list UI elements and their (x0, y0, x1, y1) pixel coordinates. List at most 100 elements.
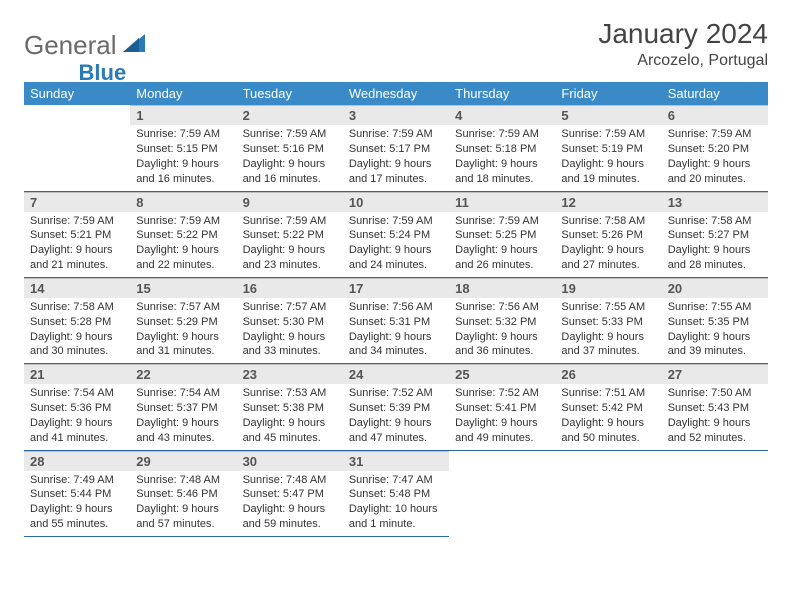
sunrise-text: Sunrise: 7:50 AM (668, 386, 762, 401)
sunrise-text: Sunrise: 7:57 AM (243, 300, 337, 315)
day-content: Sunrise: 7:58 AMSunset: 5:27 PMDaylight:… (662, 212, 768, 277)
daylight-line2: and 47 minutes. (349, 431, 443, 446)
sunrise-text: Sunrise: 7:59 AM (30, 214, 124, 229)
day-content: Sunrise: 7:56 AMSunset: 5:32 PMDaylight:… (449, 298, 555, 363)
calendar-day-cell: 2Sunrise: 7:59 AMSunset: 5:16 PMDaylight… (237, 105, 343, 191)
daylight-line1: Daylight: 9 hours (561, 157, 655, 172)
sunrise-text: Sunrise: 7:52 AM (455, 386, 549, 401)
calendar-day-cell: 16Sunrise: 7:57 AMSunset: 5:30 PMDayligh… (237, 277, 343, 363)
sunset-text: Sunset: 5:22 PM (136, 228, 230, 243)
daylight-line1: Daylight: 9 hours (136, 243, 230, 258)
daylight-line2: and 43 minutes. (136, 431, 230, 446)
day-number: 23 (237, 364, 343, 384)
day-number: 19 (555, 278, 661, 298)
calendar-day-cell: 8Sunrise: 7:59 AMSunset: 5:22 PMDaylight… (130, 191, 236, 277)
calendar-day-cell (449, 450, 555, 536)
daylight-line1: Daylight: 9 hours (455, 330, 549, 345)
daylight-line2: and 39 minutes. (668, 344, 762, 359)
sunrise-text: Sunrise: 7:51 AM (561, 386, 655, 401)
day-number: 2 (237, 105, 343, 125)
calendar-day-cell: 20Sunrise: 7:55 AMSunset: 5:35 PMDayligh… (662, 277, 768, 363)
daylight-line2: and 1 minute. (349, 517, 443, 532)
day-number: 18 (449, 278, 555, 298)
weekday-header: Monday (130, 82, 236, 105)
calendar-day-cell: 3Sunrise: 7:59 AMSunset: 5:17 PMDaylight… (343, 105, 449, 191)
sunrise-text: Sunrise: 7:48 AM (136, 473, 230, 488)
daylight-line2: and 23 minutes. (243, 258, 337, 273)
calendar-day-cell: 5Sunrise: 7:59 AMSunset: 5:19 PMDaylight… (555, 105, 661, 191)
sunrise-text: Sunrise: 7:59 AM (349, 127, 443, 142)
daylight-line1: Daylight: 9 hours (136, 157, 230, 172)
sunset-text: Sunset: 5:46 PM (136, 487, 230, 502)
daylight-line1: Daylight: 9 hours (455, 157, 549, 172)
logo: General Blue (24, 18, 126, 72)
day-number: 1 (130, 105, 236, 125)
daylight-line1: Daylight: 9 hours (668, 243, 762, 258)
day-content: Sunrise: 7:51 AMSunset: 5:42 PMDaylight:… (555, 384, 661, 449)
daylight-line1: Daylight: 9 hours (30, 243, 124, 258)
logo-sail-icon (121, 30, 147, 61)
weekday-header: Wednesday (343, 82, 449, 105)
daylight-line2: and 49 minutes. (455, 431, 549, 446)
calendar-day-cell: 6Sunrise: 7:59 AMSunset: 5:20 PMDaylight… (662, 105, 768, 191)
calendar-day-cell: 24Sunrise: 7:52 AMSunset: 5:39 PMDayligh… (343, 364, 449, 450)
daylight-line1: Daylight: 9 hours (561, 330, 655, 345)
daylight-line2: and 36 minutes. (455, 344, 549, 359)
sunrise-text: Sunrise: 7:55 AM (668, 300, 762, 315)
weekday-header: Friday (555, 82, 661, 105)
daylight-line1: Daylight: 9 hours (349, 330, 443, 345)
sunset-text: Sunset: 5:31 PM (349, 315, 443, 330)
sunset-text: Sunset: 5:30 PM (243, 315, 337, 330)
calendar-day-cell: 21Sunrise: 7:54 AMSunset: 5:36 PMDayligh… (24, 364, 130, 450)
page-title-location: Arcozelo, Portugal (598, 52, 768, 70)
day-number: 15 (130, 278, 236, 298)
daylight-line2: and 19 minutes. (561, 172, 655, 187)
sunrise-text: Sunrise: 7:56 AM (455, 300, 549, 315)
day-content: Sunrise: 7:59 AMSunset: 5:22 PMDaylight:… (130, 212, 236, 277)
day-number: 13 (662, 192, 768, 212)
day-number: 11 (449, 192, 555, 212)
daylight-line1: Daylight: 9 hours (243, 157, 337, 172)
sunrise-text: Sunrise: 7:55 AM (561, 300, 655, 315)
day-content: Sunrise: 7:59 AMSunset: 5:25 PMDaylight:… (449, 212, 555, 277)
calendar-week-row: 28Sunrise: 7:49 AMSunset: 5:44 PMDayligh… (24, 450, 768, 536)
sunrise-text: Sunrise: 7:47 AM (349, 473, 443, 488)
day-number: 7 (24, 192, 130, 212)
day-number: 21 (24, 364, 130, 384)
daylight-line2: and 31 minutes. (136, 344, 230, 359)
daylight-line2: and 37 minutes. (561, 344, 655, 359)
day-number: 3 (343, 105, 449, 125)
calendar-day-cell: 31Sunrise: 7:47 AMSunset: 5:48 PMDayligh… (343, 450, 449, 536)
day-content: Sunrise: 7:52 AMSunset: 5:39 PMDaylight:… (343, 384, 449, 449)
daylight-line2: and 26 minutes. (455, 258, 549, 273)
calendar-day-cell: 28Sunrise: 7:49 AMSunset: 5:44 PMDayligh… (24, 450, 130, 536)
calendar-day-cell: 11Sunrise: 7:59 AMSunset: 5:25 PMDayligh… (449, 191, 555, 277)
sunset-text: Sunset: 5:35 PM (668, 315, 762, 330)
daylight-line2: and 16 minutes. (136, 172, 230, 187)
calendar-day-cell: 19Sunrise: 7:55 AMSunset: 5:33 PMDayligh… (555, 277, 661, 363)
calendar-day-cell: 7Sunrise: 7:59 AMSunset: 5:21 PMDaylight… (24, 191, 130, 277)
sunset-text: Sunset: 5:44 PM (30, 487, 124, 502)
calendar-week-row: 7Sunrise: 7:59 AMSunset: 5:21 PMDaylight… (24, 191, 768, 277)
daylight-line2: and 30 minutes. (30, 344, 124, 359)
sunrise-text: Sunrise: 7:57 AM (136, 300, 230, 315)
daylight-line1: Daylight: 9 hours (349, 243, 443, 258)
day-number: 14 (24, 278, 130, 298)
day-number: 28 (24, 451, 130, 471)
sunrise-text: Sunrise: 7:58 AM (668, 214, 762, 229)
calendar-day-cell: 13Sunrise: 7:58 AMSunset: 5:27 PMDayligh… (662, 191, 768, 277)
daylight-line1: Daylight: 9 hours (349, 157, 443, 172)
daylight-line1: Daylight: 9 hours (30, 416, 124, 431)
daylight-line1: Daylight: 10 hours (349, 502, 443, 517)
calendar-day-cell: 29Sunrise: 7:48 AMSunset: 5:46 PMDayligh… (130, 450, 236, 536)
day-number: 10 (343, 192, 449, 212)
day-number: 22 (130, 364, 236, 384)
sunset-text: Sunset: 5:27 PM (668, 228, 762, 243)
daylight-line1: Daylight: 9 hours (668, 157, 762, 172)
sunrise-text: Sunrise: 7:59 AM (243, 214, 337, 229)
weekday-header: Saturday (662, 82, 768, 105)
sunrise-text: Sunrise: 7:56 AM (349, 300, 443, 315)
day-content: Sunrise: 7:49 AMSunset: 5:44 PMDaylight:… (24, 471, 130, 536)
calendar-day-cell: 17Sunrise: 7:56 AMSunset: 5:31 PMDayligh… (343, 277, 449, 363)
calendar-day-cell: 1Sunrise: 7:59 AMSunset: 5:15 PMDaylight… (130, 105, 236, 191)
